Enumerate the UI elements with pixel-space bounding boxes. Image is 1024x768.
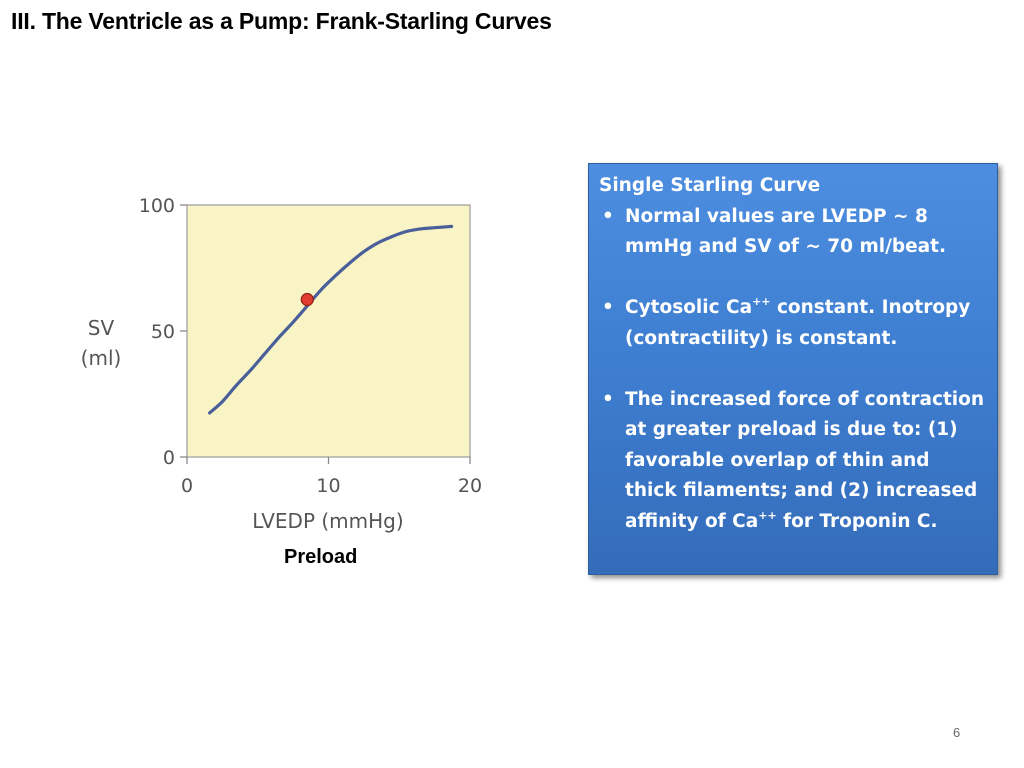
y-tick-label: 0 — [163, 447, 175, 469]
x-axis-title: LVEDP (mmHg) — [252, 509, 403, 533]
bullet-text-pre: The increased force of contraction at gr… — [625, 388, 985, 532]
x-tick-label: 20 — [458, 475, 482, 497]
info-bullet-normal-values: Normal values are LVEDP ~ 8 mmHg and SV … — [599, 202, 987, 263]
frank-starling-chart: 0 50 100 0 10 20 SV (ml) LVEDP (mmHg) — [81, 195, 482, 533]
bullet-text-pre: Cytosolic Ca — [625, 297, 753, 318]
y-tick-label: 50 — [151, 321, 175, 343]
x-tick-label: 10 — [316, 475, 340, 497]
axis-ticks — [180, 204, 471, 464]
bullet-text-post: for Troponin C. — [776, 510, 938, 532]
bullet-text-post: constant. Inotropy (contractility) is co… — [625, 297, 971, 349]
x-tick-label: 0 — [181, 475, 193, 497]
info-bullet-preload-mechanism: The increased force of contraction at gr… — [599, 385, 987, 538]
starling-curve-line — [208, 224, 454, 415]
normal-operating-point-marker — [300, 292, 314, 307]
page-number: 6 — [953, 725, 961, 740]
bullet-superscript: ++ — [752, 295, 771, 308]
slide-title: III. The Ventricle as a Pump: Frank-Star… — [11, 8, 552, 34]
info-box: Single Starling Curve Normal values are … — [588, 163, 998, 575]
info-bullet-list: Normal values are LVEDP ~ 8 mmHg and SV … — [599, 202, 987, 538]
axis-tick-labels: 0 50 100 0 10 20 — [139, 195, 482, 497]
info-heading: Single Starling Curve — [599, 175, 821, 196]
y-tick-label: 100 — [139, 195, 175, 217]
y-axis-title-line2: (ml) — [81, 346, 122, 370]
bullet-superscript: ++ — [758, 508, 777, 522]
y-axis-title-line1: SV — [88, 316, 115, 340]
bullet-text: Normal values are LVEDP ~ 8 mmHg and SV … — [625, 205, 946, 258]
preload-annotation: Preload — [284, 546, 358, 568]
plot-area — [186, 204, 471, 458]
info-bullet-cytosolic-calcium: Cytosolic Ca++ constant. Inotropy (contr… — [599, 293, 987, 354]
